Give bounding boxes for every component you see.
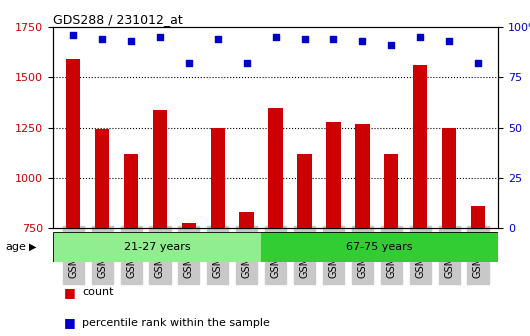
Point bbox=[271, 34, 280, 40]
Point bbox=[301, 36, 309, 42]
Bar bbox=[240, 212, 254, 228]
Bar bbox=[182, 223, 196, 228]
Bar bbox=[471, 206, 485, 228]
Point bbox=[329, 36, 338, 42]
Bar bbox=[384, 154, 399, 228]
Point bbox=[474, 60, 482, 66]
FancyBboxPatch shape bbox=[53, 232, 261, 262]
Point bbox=[156, 34, 164, 40]
Point bbox=[127, 38, 135, 44]
Bar bbox=[442, 128, 456, 228]
Point bbox=[69, 32, 77, 38]
Text: ■: ■ bbox=[64, 316, 75, 329]
Text: GDS288 / 231012_at: GDS288 / 231012_at bbox=[53, 13, 183, 26]
Text: ▶: ▶ bbox=[29, 242, 37, 252]
Point bbox=[98, 36, 107, 42]
Point bbox=[445, 38, 453, 44]
Text: age: age bbox=[5, 242, 26, 252]
Bar bbox=[355, 124, 369, 228]
Text: ■: ■ bbox=[64, 286, 75, 299]
Bar bbox=[326, 122, 341, 228]
Bar bbox=[66, 59, 81, 228]
Text: percentile rank within the sample: percentile rank within the sample bbox=[82, 318, 270, 328]
Bar bbox=[153, 110, 167, 228]
Point bbox=[416, 34, 425, 40]
Text: 21-27 years: 21-27 years bbox=[124, 242, 190, 252]
Point bbox=[214, 36, 222, 42]
Text: count: count bbox=[82, 287, 113, 297]
Point bbox=[358, 38, 367, 44]
Point bbox=[387, 42, 395, 48]
FancyBboxPatch shape bbox=[261, 232, 498, 262]
Bar bbox=[124, 154, 138, 228]
Bar bbox=[413, 65, 427, 228]
Point bbox=[242, 60, 251, 66]
Point bbox=[184, 60, 193, 66]
Text: 67-75 years: 67-75 years bbox=[347, 242, 413, 252]
Bar bbox=[95, 129, 109, 228]
Bar bbox=[210, 128, 225, 228]
Bar bbox=[297, 154, 312, 228]
Bar bbox=[268, 108, 283, 228]
